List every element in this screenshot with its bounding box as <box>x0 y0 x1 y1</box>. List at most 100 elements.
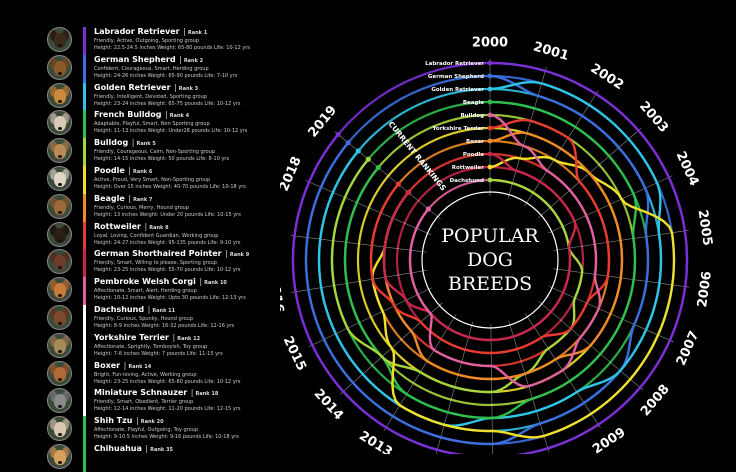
breed-color-bar <box>83 277 86 306</box>
breed-name-line: Labrador Retriever | Rank 1 <box>94 27 207 36</box>
breed-stats: Height: 23-25 inches Weight: 55-70 pound… <box>94 267 241 274</box>
rank-label: Bulldog <box>460 113 484 119</box>
breed-entry: Chihuahua | Rank 35 <box>0 444 290 472</box>
separator: | <box>142 444 149 453</box>
series-lines <box>291 60 689 454</box>
breed-rank: Rank 35 <box>150 447 173 453</box>
series-end-point <box>365 156 371 162</box>
dog-photo-icon <box>47 110 72 136</box>
dog-photo-icon <box>47 360 72 386</box>
breed-name: Golden Retriever <box>94 82 171 92</box>
series-start-point <box>487 125 493 131</box>
rank-label: Beagle <box>463 100 484 106</box>
dog-photo-icon <box>47 166 72 191</box>
breed-color-bar <box>83 444 86 472</box>
breed-color-bar <box>83 388 86 417</box>
breed-rank: Rank 5 <box>136 141 156 148</box>
separator: | <box>125 166 131 175</box>
dog-photo-icon <box>47 221 72 247</box>
series-end-point <box>405 189 411 196</box>
series-end-point <box>425 206 431 212</box>
dog-photo-icon <box>47 27 72 52</box>
breed-stats: Height: 23-25 inches Weight: 65-80 pound… <box>94 378 241 385</box>
breed-name: Beagle <box>94 193 125 203</box>
breed-name: German Shepherd <box>94 54 176 64</box>
breed-color-bar <box>83 360 86 389</box>
breed-rank: Rank 2 <box>183 57 204 64</box>
year-label: 2006 <box>695 270 715 308</box>
breed-name: Rottweiler <box>94 221 141 231</box>
separator: | <box>222 249 228 259</box>
series-start-point <box>487 151 493 157</box>
year-label: 2009 <box>590 425 628 454</box>
chart-title: POPULAR DOG BREEDS <box>441 225 539 295</box>
chart-title-line-1: POPULAR <box>441 225 539 247</box>
breed-color-bar <box>83 166 86 194</box>
series-line <box>304 74 650 446</box>
breed-entry: Dachshund | Rank 11 Friendly, Curious, Spu… <box>0 305 290 333</box>
breed-entry: Bulldog | Rank 5 Friendly, Courageous, Cal… <box>0 138 290 167</box>
year-label: 2015 <box>280 334 309 373</box>
year-label: 2019 <box>305 103 340 140</box>
year-spoke <box>305 180 432 235</box>
series-start-point <box>487 86 493 92</box>
series-end-point <box>395 181 401 187</box>
series-line <box>291 61 689 454</box>
breed-stats: Height: 11-13 inches Weight: Under28 pou… <box>94 128 248 135</box>
breed-rank: Rank 11 <box>152 308 176 314</box>
dog-photo-icon <box>47 332 72 358</box>
dog-photo-icon <box>47 82 72 108</box>
breed-traits: Active, Proud, Very Smart, Non-Sporting … <box>94 177 211 183</box>
series-end-point <box>335 131 341 138</box>
breed-traits: Friendly, Smart, Willing to please, Spor… <box>94 260 217 267</box>
breed-traits: Confident, Courageous, Smart, Herding gr… <box>94 65 209 72</box>
separator: | <box>162 110 168 120</box>
year-label: 2001 <box>531 39 570 64</box>
breed-name: French Bulldog <box>94 110 162 120</box>
breed-traits: Bright, Fun-loving, Active, Working grou… <box>94 371 197 378</box>
year-label: 2013 <box>356 428 395 454</box>
breed-rank: Rank 10 <box>204 280 227 287</box>
breed-name: German Shorthaired Pointer <box>94 249 222 259</box>
breed-color-bar <box>83 332 86 361</box>
year-label: 2014 <box>311 386 346 423</box>
separator: | <box>171 82 177 92</box>
separator: | <box>129 138 135 148</box>
breed-stats: Height: 8-9 inches Weight: 16-32 pounds … <box>94 323 235 329</box>
separator: | <box>180 27 186 36</box>
breed-stats: Height: Over 15 inches Weight: 40-70 pou… <box>94 184 246 190</box>
breed-entry: Poodle | Rank 6 Active, Proud, Very Smart,… <box>0 166 290 194</box>
year-spoke <box>490 323 493 454</box>
breed-color-bar <box>83 193 86 222</box>
radial-chart: 2000 200120022003200420052006200720082009… <box>280 36 715 454</box>
breed-name-line: French Bulldog | Rank 4 <box>94 110 189 119</box>
series-start-point <box>487 73 493 79</box>
breed-name: Pembroke Welsh Corgi <box>94 277 196 287</box>
breed-rank: Rank 3 <box>178 85 199 92</box>
breed-entry: Pembroke Welsh Corgi | Rank 10 Affectionat… <box>0 277 290 306</box>
breed-name-line: Rottweiler | Rank 8 <box>94 222 169 231</box>
rank-label: Labrador Retriever <box>425 61 484 67</box>
breed-rank: Rank 6 <box>133 169 153 175</box>
breed-stats: Height: 10-12 inches Weight: Upto 30 pou… <box>94 295 246 302</box>
breed-traits: Friendly, Courageous, Calm, Non-Sporting… <box>94 149 216 156</box>
breed-entry: Golden Retriever | Rank 3 Friendly, Intell… <box>0 82 290 111</box>
series-line <box>369 118 611 355</box>
breed-stats: Height: 7-8 inches Weight: 7 pounds Life… <box>94 350 223 357</box>
series-line <box>330 158 584 394</box>
dog-photo-icon <box>47 388 72 414</box>
breed-rank: Rank 18 <box>195 391 219 398</box>
dog-photo-icon <box>47 277 72 303</box>
year-label: 2005 <box>694 209 714 247</box>
breed-name: Yorkshire Terrier <box>94 332 169 342</box>
chart-title-line-3: BREEDS <box>448 273 532 295</box>
year-label: 2002 <box>588 61 627 93</box>
rank-label: Poodle <box>463 152 484 158</box>
breed-name: Boxer <box>94 360 121 370</box>
rank-labels: Labrador Retriever German Shepherd Golden … <box>425 61 484 184</box>
breed-rank: Rank 9 <box>229 252 250 259</box>
dog-photo-icon <box>47 249 72 275</box>
breed-traits: Loyal, Loving, Confident Guardian, Worki… <box>94 232 219 239</box>
separator: | <box>170 332 176 342</box>
breed-name-line: Chihuahua | Rank 35 <box>94 444 173 453</box>
